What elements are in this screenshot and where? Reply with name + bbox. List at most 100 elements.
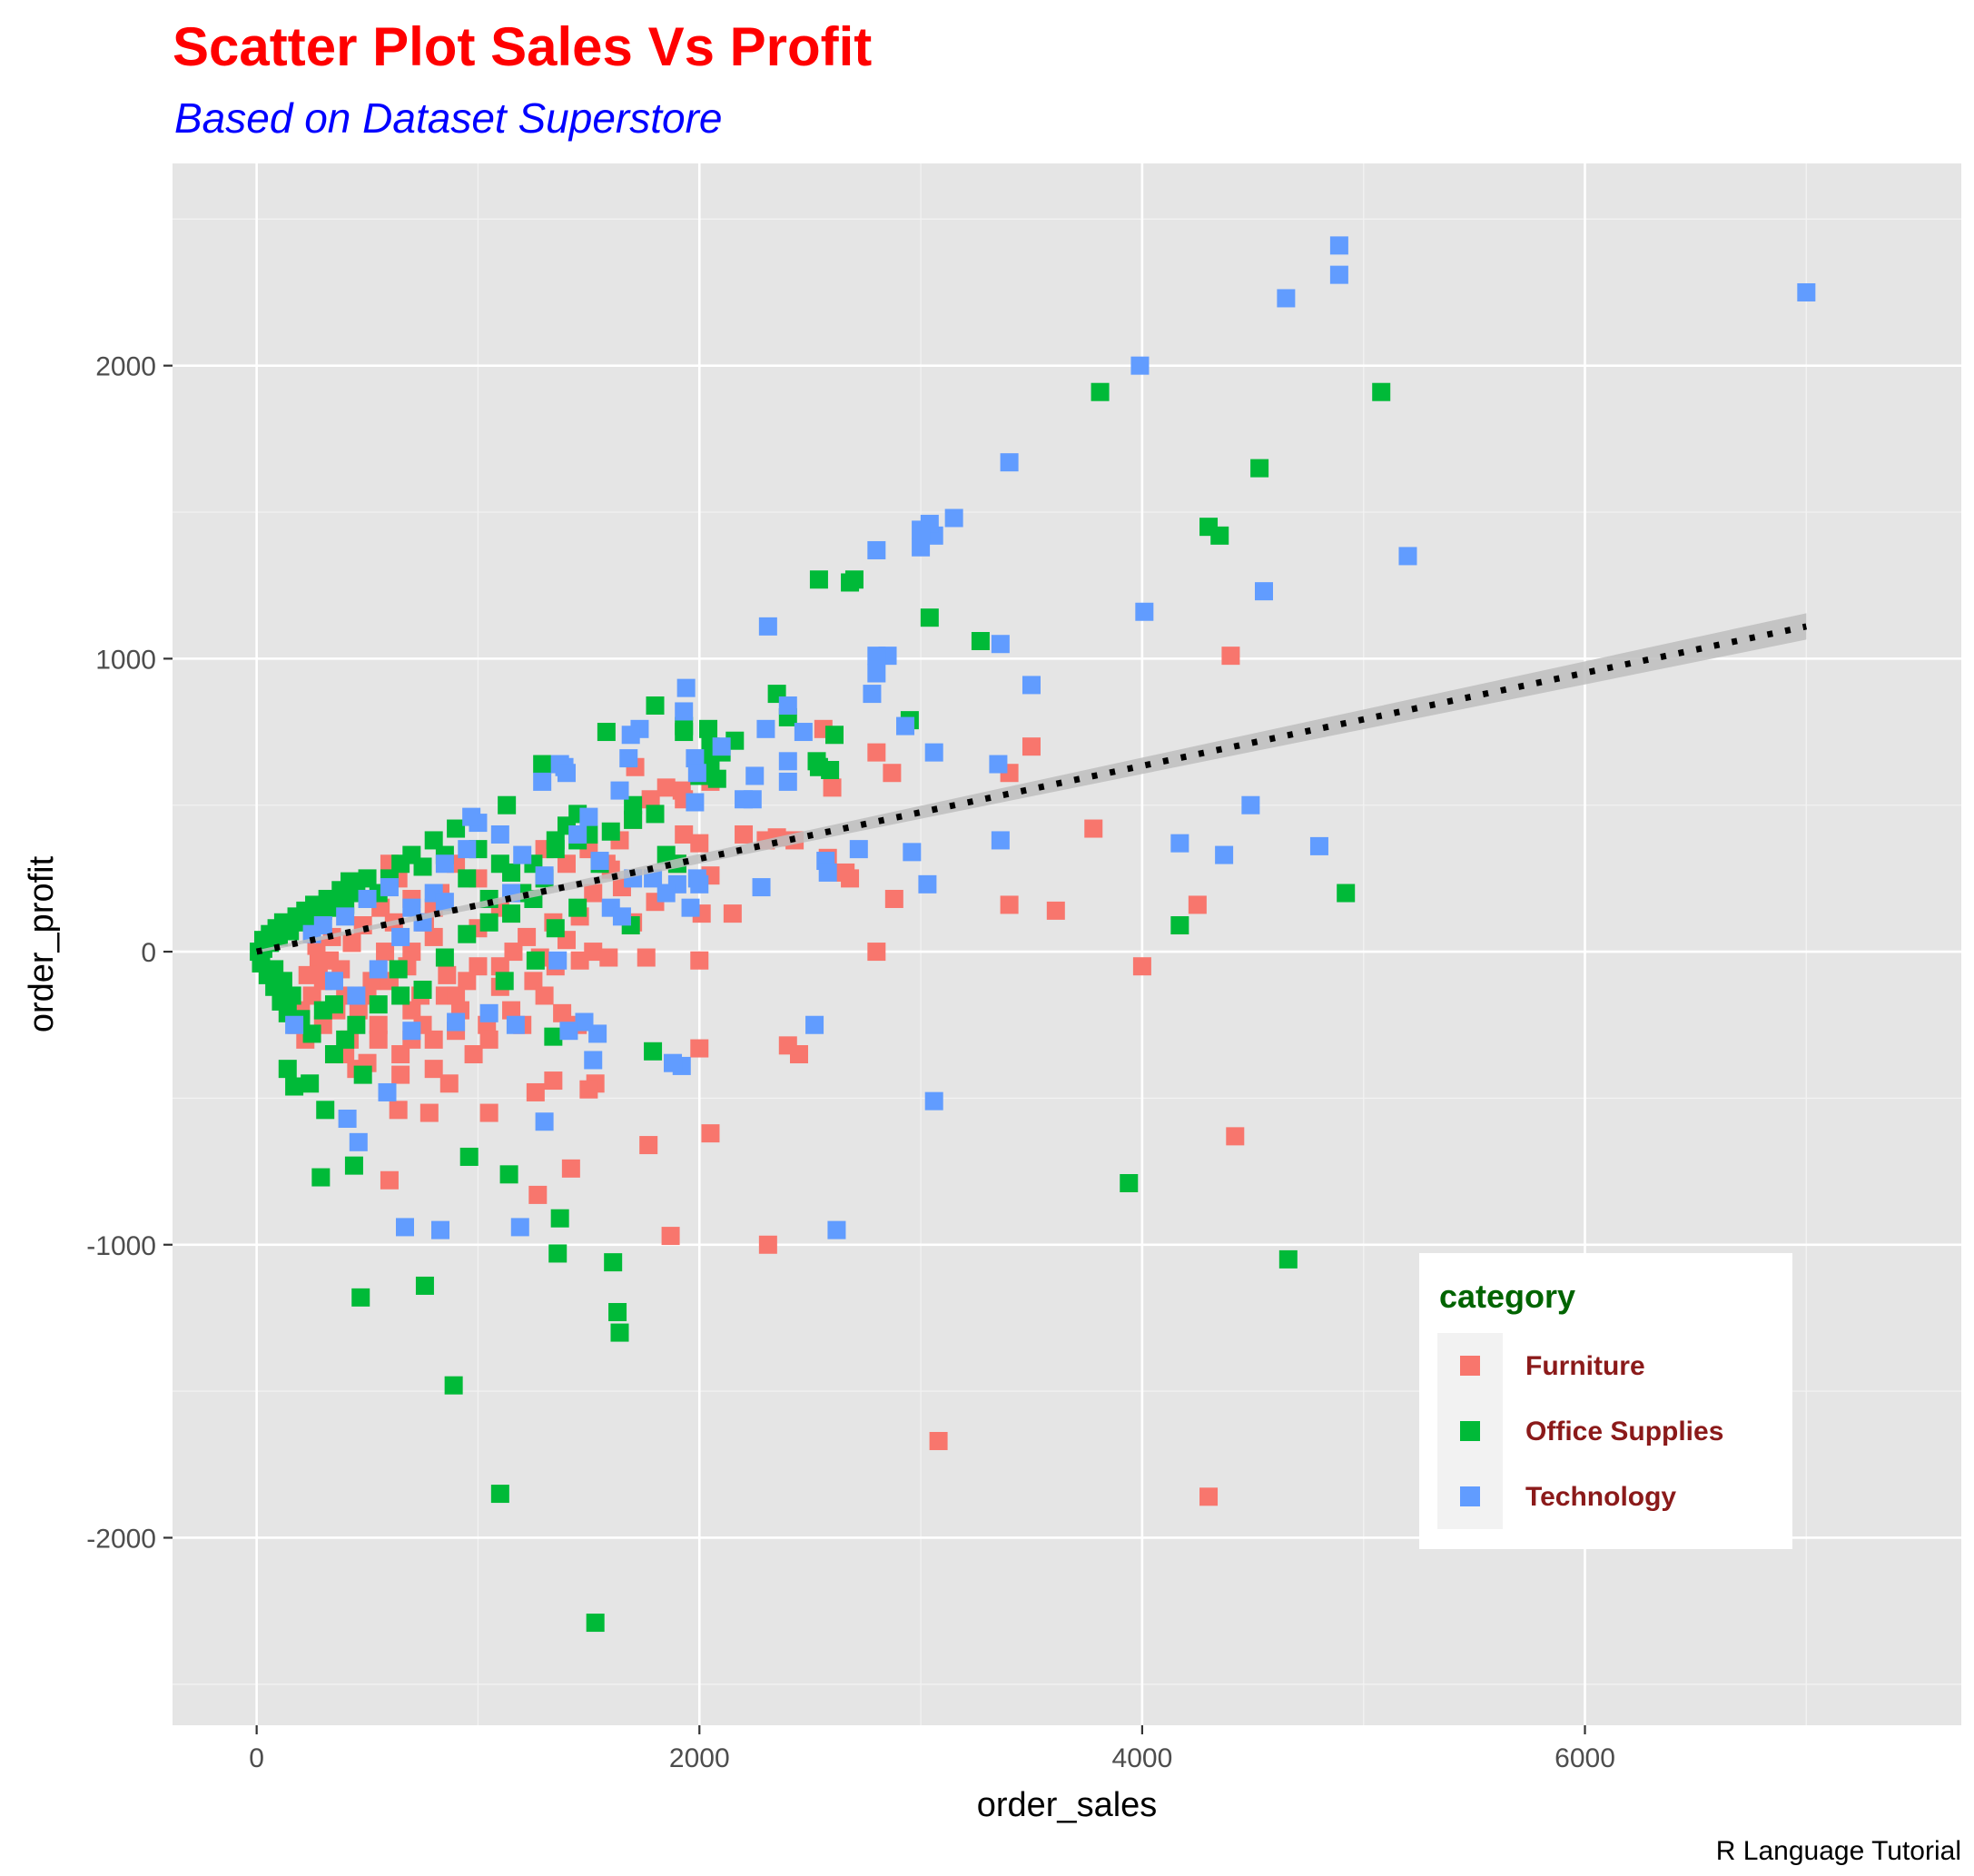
point-office-supplies <box>707 769 726 788</box>
point-office-supplies <box>824 726 844 745</box>
point-technology <box>867 647 886 666</box>
point-office-supplies <box>458 869 477 888</box>
point-office-supplies <box>548 1244 568 1263</box>
point-technology <box>989 755 1008 774</box>
point-furniture <box>526 1082 545 1101</box>
point-furniture <box>841 869 860 888</box>
point-technology <box>778 752 797 771</box>
point-office-supplies <box>1278 1249 1298 1269</box>
x-tick-label: 2000 <box>669 1743 730 1773</box>
point-office-supplies <box>344 1156 363 1175</box>
point-technology <box>794 723 813 742</box>
point-technology <box>447 1012 466 1032</box>
chart-caption: R Language Tutorial <box>1716 1836 1961 1866</box>
point-furniture <box>469 957 488 976</box>
point-technology <box>590 852 609 871</box>
point-office-supplies <box>1337 884 1356 903</box>
trend-confidence-band <box>256 613 1807 953</box>
point-technology <box>285 1015 304 1034</box>
point-technology <box>1000 453 1019 472</box>
point-technology <box>584 1051 603 1070</box>
y-tick-label: 2000 <box>95 352 156 382</box>
point-furniture <box>570 951 589 970</box>
point-technology <box>548 951 568 970</box>
point-furniture <box>342 933 361 953</box>
point-furniture <box>535 986 554 1005</box>
point-furniture <box>490 957 509 976</box>
point-technology <box>619 749 638 768</box>
point-furniture <box>438 965 457 984</box>
point-technology <box>535 866 554 885</box>
point-furniture <box>369 1015 388 1034</box>
point-furniture <box>1221 647 1240 666</box>
point-technology <box>912 520 931 539</box>
point-furniture <box>1188 895 1207 914</box>
y-axis-ticks: -2000 -1000 0 1000 2000 <box>86 352 173 1554</box>
point-furniture <box>701 1124 720 1143</box>
point-technology <box>559 1022 578 1041</box>
point-technology <box>924 743 943 762</box>
y-tick-label: -2000 <box>86 1524 156 1554</box>
point-technology <box>778 696 797 715</box>
point-office-supplies <box>546 840 565 859</box>
point-technology <box>1254 582 1273 601</box>
point-office-supplies <box>490 1485 509 1504</box>
point-technology <box>827 1220 846 1239</box>
point-technology <box>778 772 797 791</box>
point-office-supplies <box>351 1288 370 1307</box>
point-office-supplies <box>341 872 360 891</box>
point-technology <box>867 540 886 559</box>
point-furniture <box>458 972 477 991</box>
point-office-supplies <box>604 1253 623 1272</box>
point-office-supplies <box>1170 916 1189 935</box>
point-office-supplies <box>809 570 828 589</box>
point-technology <box>903 843 922 862</box>
point-furniture <box>929 1431 948 1450</box>
point-technology <box>612 907 631 926</box>
point-technology <box>431 1220 450 1239</box>
point-office-supplies <box>479 913 498 932</box>
point-furniture <box>464 1045 483 1064</box>
point-furniture <box>778 1036 797 1055</box>
point-technology <box>391 927 410 946</box>
point-furniture <box>424 927 443 946</box>
point-technology <box>896 716 915 736</box>
y-axis-title: order_profit <box>23 855 61 1032</box>
point-office-supplies <box>546 919 565 938</box>
legend-key-technology <box>1460 1486 1480 1506</box>
point-furniture <box>723 904 742 923</box>
point-furniture <box>518 927 537 946</box>
point-office-supplies <box>920 608 939 627</box>
point-technology <box>687 764 706 783</box>
point-furniture <box>639 1136 658 1155</box>
point-technology <box>752 878 771 897</box>
point-technology <box>944 508 963 528</box>
point-technology <box>849 840 868 859</box>
point-furniture <box>883 764 902 783</box>
point-office-supplies <box>358 869 377 888</box>
point-technology <box>756 719 775 738</box>
point-office-supplies <box>302 1024 321 1043</box>
point-office-supplies <box>499 1165 518 1184</box>
point-technology <box>1022 676 1041 695</box>
point-office-supplies <box>608 1302 627 1321</box>
point-furniture <box>419 1103 439 1122</box>
point-office-supplies <box>435 948 454 967</box>
x-axis-title: order_sales <box>977 1786 1158 1824</box>
point-office-supplies <box>282 986 301 1005</box>
point-technology <box>1130 356 1150 375</box>
y-tick-label: 1000 <box>95 645 156 675</box>
point-furniture <box>424 1060 443 1079</box>
point-office-supplies <box>311 1168 331 1187</box>
point-technology <box>867 664 886 683</box>
point-technology <box>324 972 343 991</box>
point-furniture <box>349 1001 368 1020</box>
x-tick-label: 0 <box>249 1743 264 1773</box>
point-technology <box>656 884 676 903</box>
point-technology <box>568 824 587 844</box>
point-furniture <box>389 1101 408 1120</box>
minor-grid <box>173 163 1961 1725</box>
point-furniture <box>528 1185 548 1204</box>
point-technology <box>462 807 481 826</box>
point-office-supplies <box>1091 382 1110 401</box>
